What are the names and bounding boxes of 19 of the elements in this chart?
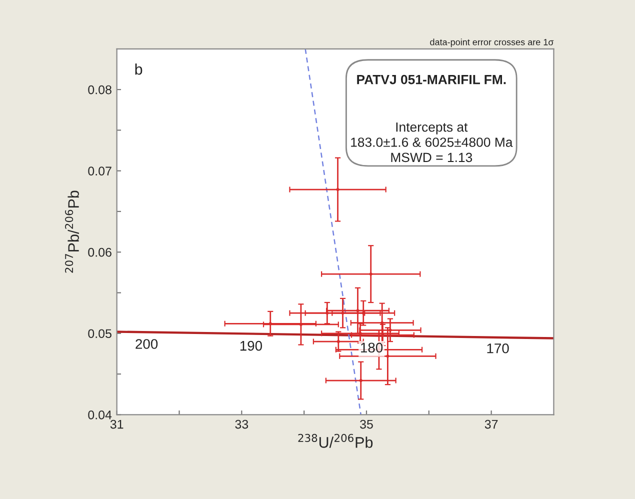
annotation: b: [135, 64, 142, 75]
annotation: 180: [361, 342, 383, 353]
annotation: Intercepts at 183.0±1.6 & 6025±4800 Ma MSWD = 1.13: [351, 122, 513, 162]
y-axis-title: $^{207}$Pb/$^{206}$Pb: [65, 190, 79, 273]
annotation: 190: [240, 340, 262, 351]
y-tick-label: 0.04: [88, 410, 112, 420]
x-tick-label: 31: [110, 420, 124, 429]
annotation: 170: [487, 343, 509, 354]
x-tick-label: 33: [235, 420, 248, 429]
annotation: 200: [136, 339, 158, 349]
annotation: PATVJ 051-MARIFIL FM.: [357, 74, 506, 84]
x-tick-label: 35: [360, 420, 373, 429]
x-tick-label: 37: [484, 420, 498, 429]
y-tick-label: 0.06: [88, 248, 112, 257]
y-tick-label: 0.07: [88, 166, 112, 176]
text: data-point error crosses are 1σ: [430, 38, 554, 48]
y-tick-label: 0.05: [88, 329, 112, 338]
y-tick-label: 0.08: [88, 85, 112, 94]
x-axis-title: $^{238}$U/$^{206}$Pb: [298, 434, 373, 448]
